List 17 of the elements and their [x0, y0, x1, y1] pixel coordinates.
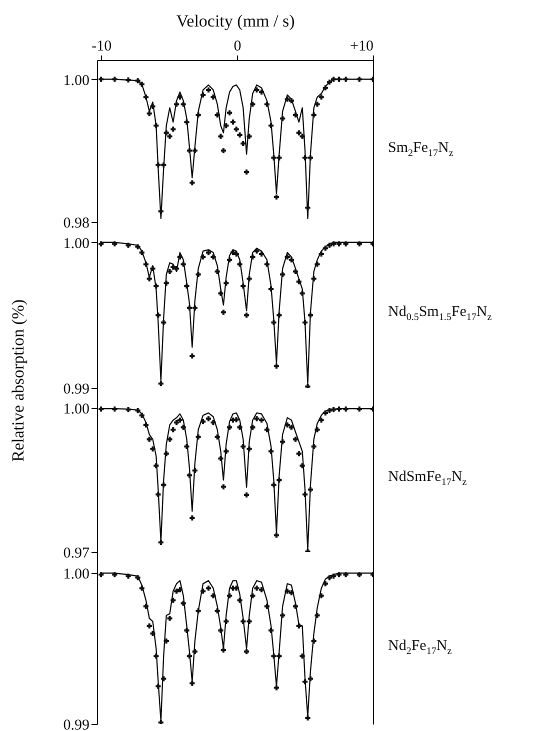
y-tick-label: 1.00 [63, 236, 90, 252]
y-tick-label: 0.98 [63, 216, 90, 232]
y-tick-label: 0.97 [63, 546, 90, 562]
x-tick-label: +10 [350, 38, 374, 54]
y-tick-label: 1.00 [63, 72, 90, 89]
text: Nd$_{0.5}$Sm$_{1.5}$Fe$_{17}$N$_{z}$ [388, 304, 492, 324]
text: Sm$_{2}$Fe$_{17}$N$_{z}$ [388, 140, 454, 160]
x-tick-label: 0 [234, 38, 242, 54]
x-axis-title: Velocity (mm / s) [176, 12, 295, 30]
y-tick-label: 0.99 [63, 718, 90, 731]
x-tick-label: -10 [92, 38, 112, 54]
text: Nd$_{2}$Fe$_{17}$N$_{z}$ [388, 638, 452, 657]
y-axis-title: Relative absorption (%) [8, 299, 28, 462]
y-tick-label: 0.99 [63, 382, 90, 398]
y-tick-label: 1.00 [63, 566, 90, 583]
text: NdSmFe$_{17}$N$_{z}$ [388, 469, 467, 488]
y-tick-label: 1.00 [63, 402, 90, 418]
